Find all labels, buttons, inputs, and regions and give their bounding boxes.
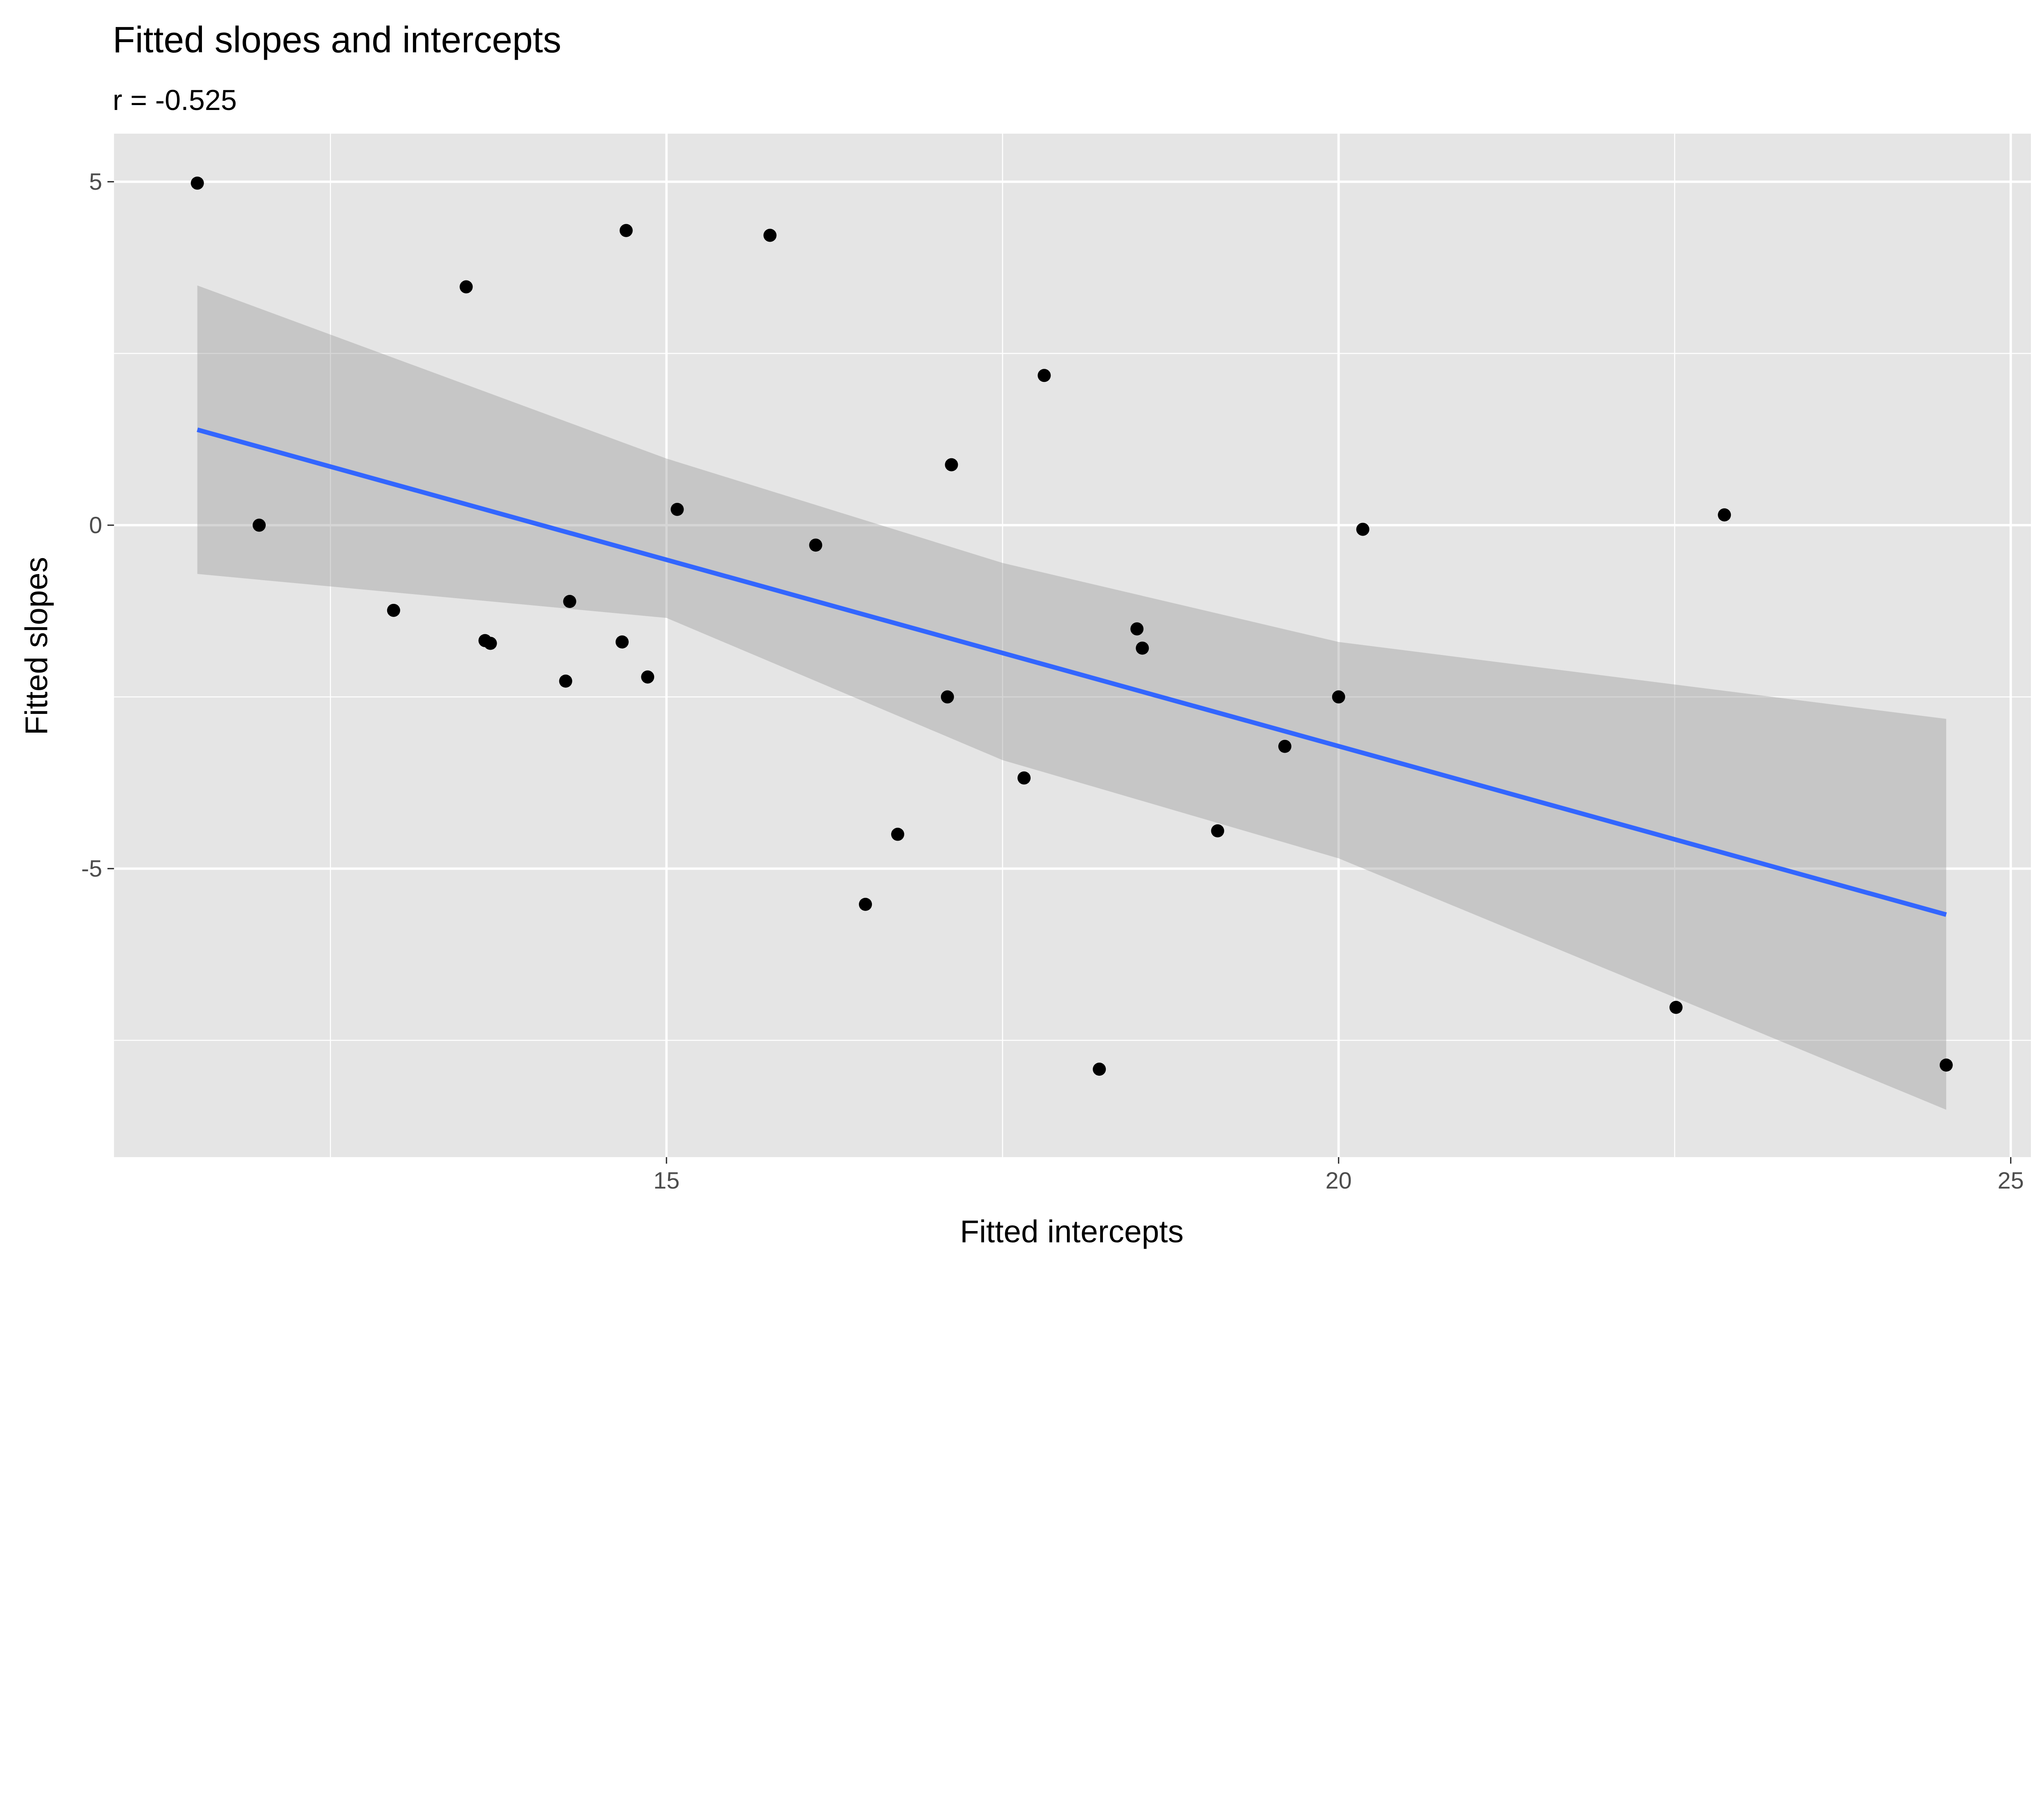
data-point xyxy=(387,603,400,617)
data-point xyxy=(809,538,823,552)
data-point xyxy=(1136,641,1149,655)
x-axis-title: Fitted intercepts xyxy=(960,1214,1183,1249)
data-point xyxy=(1332,690,1345,704)
data-point xyxy=(941,690,954,704)
x-tick-label: 25 xyxy=(1998,1168,2024,1194)
x-tick-label: 15 xyxy=(653,1168,679,1194)
x-tick-label: 20 xyxy=(1325,1168,1351,1194)
data-point xyxy=(1718,508,1731,522)
chart-title: Fitted slopes and intercepts xyxy=(113,20,561,61)
y-tick-label: -5 xyxy=(81,856,102,882)
grid-lines xyxy=(114,133,2031,1157)
data-point xyxy=(1211,824,1224,838)
data-point xyxy=(1038,369,1051,382)
plot-panel xyxy=(114,133,2031,1157)
y-axis-title: Fitted slopes xyxy=(19,557,54,735)
data-point xyxy=(1278,740,1291,753)
data-point xyxy=(763,229,777,242)
data-point xyxy=(1017,771,1031,785)
data-point xyxy=(1939,1058,1953,1072)
chart-subtitle: r = -0.525 xyxy=(113,84,237,116)
y-tick-label: 5 xyxy=(89,169,102,195)
data-points xyxy=(191,176,1953,1076)
data-point xyxy=(191,176,204,190)
data-point xyxy=(891,828,904,841)
data-point xyxy=(641,670,654,684)
data-point xyxy=(945,458,958,471)
regression-line xyxy=(197,427,1947,917)
data-point xyxy=(563,594,576,608)
axis-ticks: 15 20 25 5 0 -5 xyxy=(81,169,2024,1194)
data-point xyxy=(559,674,572,688)
data-point xyxy=(670,502,684,516)
data-point xyxy=(858,897,872,911)
data-point xyxy=(484,637,497,650)
y-tick-label: 0 xyxy=(89,512,102,538)
confidence-band xyxy=(197,285,1946,1110)
data-point xyxy=(1093,1063,1106,1076)
data-point xyxy=(252,518,266,532)
data-point xyxy=(619,224,633,237)
data-point xyxy=(1130,622,1144,636)
data-point xyxy=(1356,523,1369,536)
data-point xyxy=(459,280,473,294)
data-point xyxy=(1669,1000,1683,1014)
data-point xyxy=(615,635,629,649)
